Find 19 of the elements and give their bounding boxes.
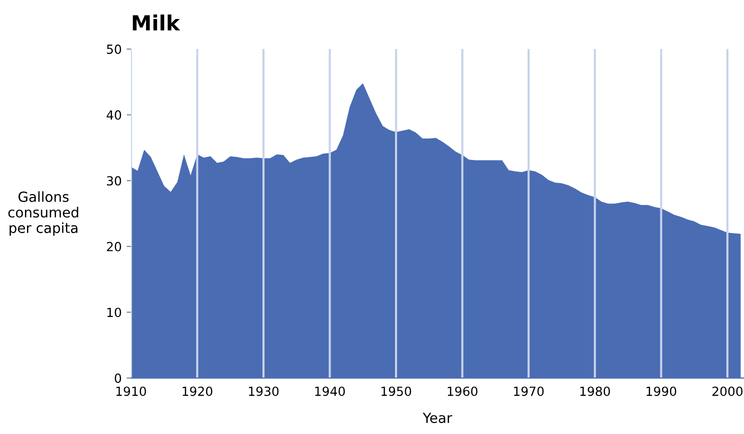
- y-tick-label: 40: [106, 110, 122, 120]
- y-tick-label: 0: [114, 373, 122, 383]
- x-axis-title: Year: [422, 412, 452, 424]
- x-tick-label: 1930: [248, 386, 279, 396]
- y-tick-label: 50: [106, 44, 122, 54]
- y-tick-label: 10: [107, 308, 122, 318]
- x-tick-label: 1970: [514, 386, 544, 396]
- y-axis-title: Gallons consumed per capita: [8, 191, 78, 236]
- x-tick-label: 1990: [646, 386, 676, 396]
- x-tick-label: 1910: [116, 386, 146, 396]
- x-tick-label: 1960: [448, 386, 478, 396]
- x-tick-label: 1940: [315, 386, 345, 396]
- y-tick-label: 20: [106, 242, 122, 252]
- y-tick-label: 30: [106, 176, 122, 186]
- x-tick-label: 1920: [182, 386, 212, 396]
- x-tick-label: 1980: [580, 386, 610, 396]
- chart-title: Milk: [132, 14, 180, 30]
- x-tick-label: 1950: [382, 386, 412, 396]
- x-tick-label: 2000: [712, 386, 743, 396]
